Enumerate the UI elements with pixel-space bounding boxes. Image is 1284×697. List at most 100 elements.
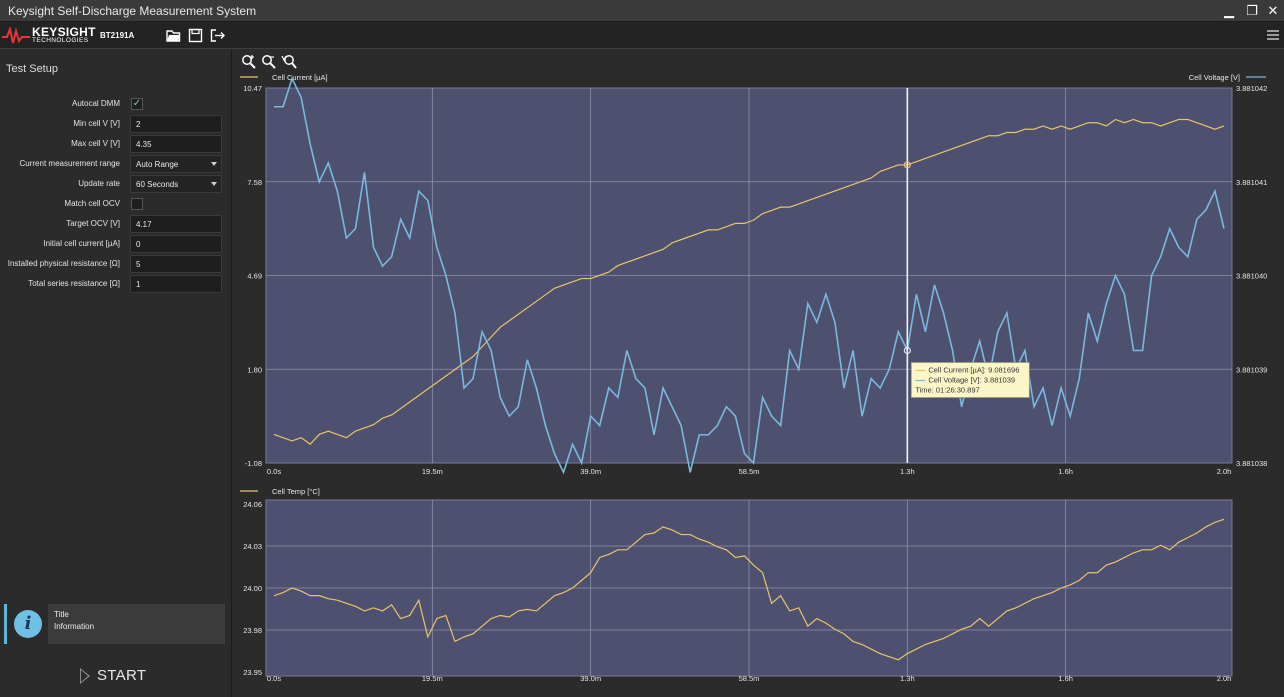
x-tick-label: 0.0s: [267, 674, 281, 683]
tooltip-time: Time: 01:26:30.897: [915, 386, 979, 395]
minimize-button[interactable]: ▁: [1224, 3, 1234, 18]
temperature-series-line: [273, 518, 1225, 661]
y-left-tick-label: 4.69: [247, 272, 262, 281]
zoom-out-icon[interactable]: [261, 54, 277, 70]
x-tick-label: 1.6h: [1058, 674, 1073, 683]
voltage-series-line: [274, 76, 1225, 475]
setup-input[interactable]: 0: [130, 235, 222, 253]
start-button[interactable]: START: [80, 665, 170, 687]
tooltip-background: [910, 362, 1030, 398]
setup-field-value: 5: [136, 260, 141, 269]
info-icon: i: [14, 610, 42, 638]
setup-row: Max cell V [V] 4.35: [0, 135, 232, 153]
x-tick-label: 0.0s: [267, 467, 281, 476]
zoom-in-icon[interactable]: [241, 54, 257, 70]
x-tick-label: 39.0m: [580, 467, 601, 476]
voltage-legend-label: Cell Voltage [V]: [1189, 73, 1240, 82]
x-tick-label: 2.0h: [1217, 467, 1232, 476]
y-tick-label: 24.00: [243, 584, 262, 593]
current-voltage-chart[interactable]: Cell Current [µA] Cell Voltage [V] 10.47…: [240, 73, 1267, 476]
info-box: i Title Information: [4, 604, 225, 644]
setup-input[interactable]: 4.35: [130, 135, 222, 153]
setup-field-value: 4.35: [136, 140, 152, 149]
y-right-tick-label: 3.881041: [1236, 178, 1267, 187]
window-title: Keysight Self-Discharge Measurement Syst…: [8, 4, 257, 18]
setup-row: Total series resistance [Ω] 1: [0, 275, 232, 293]
chart-area: Cell Current [µA] Cell Voltage [V] 10.47…: [236, 50, 1284, 697]
y-right-tick-label: 3.881039: [1236, 365, 1267, 374]
setup-input[interactable]: 4.17: [130, 215, 222, 233]
charts-canvas[interactable]: Cell Current [µA] Cell Voltage [V] 10.47…: [236, 50, 1284, 697]
y-right-tick-label: 3.881038: [1236, 459, 1267, 468]
y-tick-label: 23.98: [243, 626, 262, 635]
setup-select[interactable]: 60 Seconds: [130, 175, 222, 193]
setup-field-label: Update rate: [78, 179, 120, 188]
cursor-tooltip: Cell Current [µA]: 9.081696 Cell Voltage…: [910, 362, 1030, 398]
test-setup-heading: Test Setup: [6, 63, 58, 75]
x-tick-label: 1.3h: [900, 467, 915, 476]
y-tick-label: 24.06: [243, 500, 262, 509]
close-button[interactable]: ✕: [1267, 3, 1279, 18]
setup-row: Min cell V [V] 2: [0, 115, 232, 133]
setup-field-label: Match cell OCV: [64, 199, 120, 208]
top-time-axis-ticks: 0.0s 19.5m 39.0m 58.5m 1.3h 1.6h 2.0h: [267, 467, 1231, 476]
x-tick-label: 58.5m: [739, 674, 760, 683]
y-left-tick-label: 10.47: [243, 84, 262, 93]
y-right-tick-label: 3.881040: [1236, 272, 1267, 281]
toolbar: KEYSIGHT TECHNOLOGIES BT2191A: [0, 22, 1284, 49]
setup-select[interactable]: Auto Range: [130, 155, 222, 173]
info-text: Information: [54, 622, 95, 631]
setup-input[interactable]: 5: [130, 255, 222, 273]
x-tick-label: 19.5m: [422, 467, 443, 476]
current-legend-label: Cell Current [µA]: [272, 73, 328, 82]
menu-icon[interactable]: [1266, 28, 1280, 42]
setup-row: Update rate 60 Seconds: [0, 175, 232, 193]
setup-field-value: 4.17: [136, 220, 152, 229]
folder-open-icon[interactable]: [165, 27, 182, 44]
current-series-line: [273, 118, 1225, 445]
top-gridlines: [266, 88, 1232, 463]
setup-field-value: Auto Range: [136, 160, 179, 169]
brand-name: KEYSIGHT: [32, 25, 96, 39]
setup-row: Target OCV [V] 4.17: [0, 215, 232, 233]
setup-field-label: Initial cell current [µA]: [43, 239, 120, 248]
setup-row: Match cell OCV: [0, 195, 232, 213]
cursor-voltage-marker: [903, 346, 911, 355]
y-left-tick-label: 7.58: [247, 178, 262, 187]
setup-field-label: Min cell V [V]: [73, 119, 120, 128]
exit-icon[interactable]: [209, 27, 226, 44]
setup-checkbox[interactable]: ✓: [131, 98, 143, 110]
setup-field-label: Autocal DMM: [71, 99, 120, 108]
zoom-reset-icon[interactable]: [281, 54, 297, 70]
setup-row: Current measurement range Auto Range: [0, 155, 232, 173]
restore-button[interactable]: ❐: [1246, 3, 1258, 18]
x-tick-label: 19.5m: [422, 674, 443, 683]
setup-row: Autocal DMM ✓: [0, 95, 232, 113]
model-number: BT2191A: [100, 31, 135, 40]
y-tick-label: 24.03: [243, 542, 262, 551]
setup-row: Initial cell current [µA] 0: [0, 235, 232, 253]
bottom-gridlines: [266, 500, 1232, 676]
temp-legend-label: Cell Temp [°C]: [272, 487, 320, 496]
setup-field-label: Installed physical resistance [Ω]: [7, 259, 120, 268]
setup-input[interactable]: 2: [130, 115, 222, 133]
info-accent-bar: [4, 604, 7, 644]
test-setup-panel: Test Setup Autocal DMM ✓ Min cell V [V] 2 Ma…: [0, 50, 232, 697]
y-tick-label: 23.95: [243, 668, 262, 677]
temperature-chart[interactable]: Cell Temp [°C] 24.06 24.03 24.00 23.98 23.95…: [240, 487, 1233, 683]
setup-field-label: Max cell V [V]: [71, 139, 120, 148]
chevron-down-icon: [211, 182, 217, 186]
y-left-tick-label: -1.08: [245, 459, 262, 468]
x-tick-label: 58.5m: [739, 467, 760, 476]
setup-field-value: 0: [136, 240, 141, 249]
keysight-wave-icon: [2, 27, 30, 44]
setup-checkbox[interactable]: [131, 198, 143, 210]
setup-field-label: Total series resistance [Ω]: [28, 279, 120, 288]
tooltip-current: Cell Current [µA]: 9.081696: [928, 366, 1019, 375]
setup-field-value: 2: [136, 120, 141, 129]
x-tick-label: 1.6h: [1058, 467, 1073, 476]
current-axis-ticks: 10.47 7.58 4.69 1.80 -1.08: [243, 84, 262, 468]
save-icon[interactable]: [187, 27, 204, 44]
setup-input[interactable]: 1: [130, 275, 222, 293]
x-tick-label: 1.3h: [900, 674, 915, 683]
